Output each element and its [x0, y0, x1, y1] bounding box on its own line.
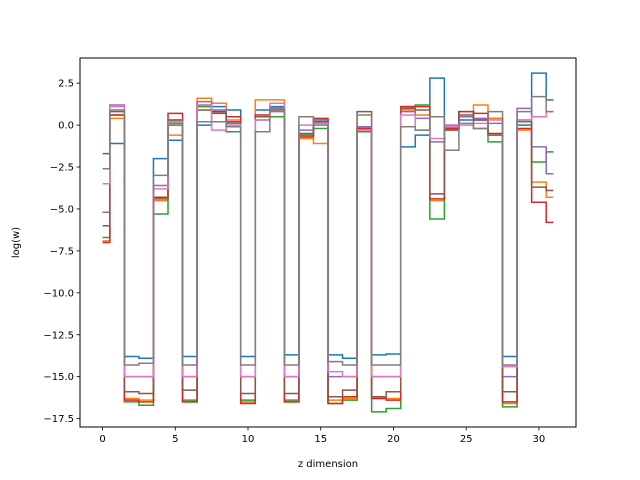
x-tick-label: 25 — [460, 434, 473, 445]
y-axis-label: log(w) — [11, 227, 22, 258]
y-tick-label: −5.0 — [50, 204, 74, 215]
x-tick-label: 0 — [99, 434, 105, 445]
x-axis-label: z dimension — [298, 459, 358, 470]
y-tick-label: −17.5 — [43, 414, 74, 425]
x-tick-label: 10 — [242, 434, 255, 445]
y-tick-label: 2.5 — [58, 79, 74, 90]
x-axis: 0 5 10 15 20 25 30 — [99, 427, 545, 445]
x-tick-label: 20 — [387, 434, 400, 445]
x-tick-label: 15 — [314, 434, 327, 445]
series-line-8 — [102, 95, 554, 366]
y-tick-label: −12.5 — [43, 330, 74, 341]
y-tick-label: −7.5 — [50, 246, 74, 257]
y-tick-label: −10.0 — [43, 288, 74, 299]
plot-frame — [79, 57, 577, 428]
y-tick-label: −2.5 — [50, 163, 74, 174]
series-line-4 — [102, 104, 554, 405]
y-tick-label: −15.0 — [43, 372, 74, 383]
x-tick-label: 5 — [172, 434, 178, 445]
y-tick-label: 0.0 — [58, 121, 74, 132]
series-layer — [102, 72, 554, 413]
x-tick-label: 30 — [533, 434, 546, 445]
y-axis: 2.5 0.0 −2.5 −5.0 −7.5 −10.0 −12.5 −15.0 −17.5 — [43, 79, 80, 425]
